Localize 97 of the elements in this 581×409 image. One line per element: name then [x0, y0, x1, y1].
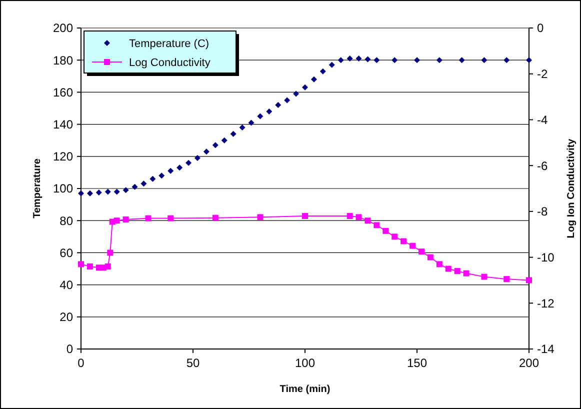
legend-label: Log Conductivity: [129, 56, 211, 69]
point: [114, 188, 120, 195]
y-axis-title: Temperature: [32, 158, 43, 218]
y-tick-label: 80: [60, 214, 74, 228]
y-tick-label: 60: [60, 246, 74, 260]
point: [374, 57, 380, 64]
point: [239, 124, 246, 131]
point: [310, 76, 317, 82]
point: [86, 263, 93, 270]
point: [194, 155, 200, 162]
y-tick-label: 140: [52, 118, 74, 132]
y-tick-label: 180: [52, 53, 74, 68]
y-tick-label: 160: [52, 85, 74, 100]
y-tick-label: 100: [52, 182, 74, 196]
y2-tick-label: -6: [537, 158, 548, 173]
y-tick-label: 0: [66, 342, 74, 356]
point: [145, 215, 152, 222]
point: [392, 57, 398, 64]
point: [293, 90, 300, 97]
point: [454, 268, 460, 274]
point: [212, 214, 218, 221]
point: [338, 57, 344, 64]
point: [356, 55, 362, 62]
point: [504, 57, 510, 64]
point: [418, 248, 424, 255]
point: [356, 214, 362, 220]
point: [526, 57, 532, 64]
point: [122, 216, 129, 222]
point: [96, 190, 102, 196]
y2-tick-label: -8: [537, 204, 548, 219]
legend-label: Temperature (C): [129, 38, 210, 50]
y-tick-label: 20: [60, 310, 74, 324]
x-tick-label: 0: [78, 356, 85, 370]
y2-tick-label: -10: [537, 250, 555, 264]
point: [445, 266, 452, 272]
point: [107, 250, 114, 256]
y2-axis-title: Log Ion Conductivity: [566, 138, 577, 238]
y2-tick-label: -14: [537, 342, 555, 356]
point: [140, 180, 147, 187]
x-tick-label: 200: [518, 356, 540, 370]
point: [302, 84, 308, 90]
point: [302, 213, 308, 220]
point: [284, 97, 290, 104]
point: [400, 238, 407, 244]
point: [203, 148, 210, 155]
point: [504, 276, 510, 282]
y-tick-label: 120: [52, 150, 74, 164]
point: [481, 274, 488, 280]
point: [481, 57, 488, 64]
point: [150, 176, 156, 182]
point: [266, 108, 272, 114]
point: [176, 164, 183, 171]
point: [458, 57, 465, 64]
x-axis-title: Time (min): [280, 384, 330, 395]
point: [168, 215, 174, 222]
point: [436, 261, 442, 268]
point: [158, 172, 165, 179]
point: [374, 222, 380, 228]
point: [364, 218, 371, 224]
point: [320, 68, 326, 74]
y2-tick-label: 0: [537, 21, 544, 36]
y2-tick-label: -4: [537, 112, 548, 127]
x-tick-label: 100: [294, 356, 316, 370]
point: [463, 270, 470, 276]
point: [382, 228, 389, 234]
point: [328, 62, 335, 68]
point: [436, 57, 442, 64]
point: [257, 214, 264, 220]
point: [186, 160, 192, 166]
point: [248, 120, 254, 126]
point: [346, 213, 353, 220]
x-tick-label: 150: [406, 356, 428, 370]
point: [114, 218, 120, 224]
x-tick-label: 50: [186, 356, 200, 370]
point: [410, 242, 416, 249]
point: [221, 137, 228, 144]
point: [230, 130, 236, 137]
y2-tick-label: -12: [537, 296, 555, 310]
y-tick-label: 40: [60, 278, 74, 292]
point: [122, 187, 129, 194]
point: [78, 261, 84, 268]
point: [364, 56, 371, 62]
point: [526, 277, 532, 284]
point: [86, 190, 93, 196]
y2-tick-label: -2: [537, 67, 548, 82]
point: [104, 263, 111, 270]
point: [392, 234, 398, 240]
point: [257, 113, 264, 120]
point: [104, 188, 111, 195]
point: [212, 142, 218, 148]
point: [275, 102, 282, 108]
point: [427, 254, 434, 260]
point: [414, 57, 420, 64]
point: [346, 55, 353, 62]
y-tick-label: 200: [52, 21, 74, 36]
point: [132, 184, 138, 190]
point: [168, 168, 174, 174]
